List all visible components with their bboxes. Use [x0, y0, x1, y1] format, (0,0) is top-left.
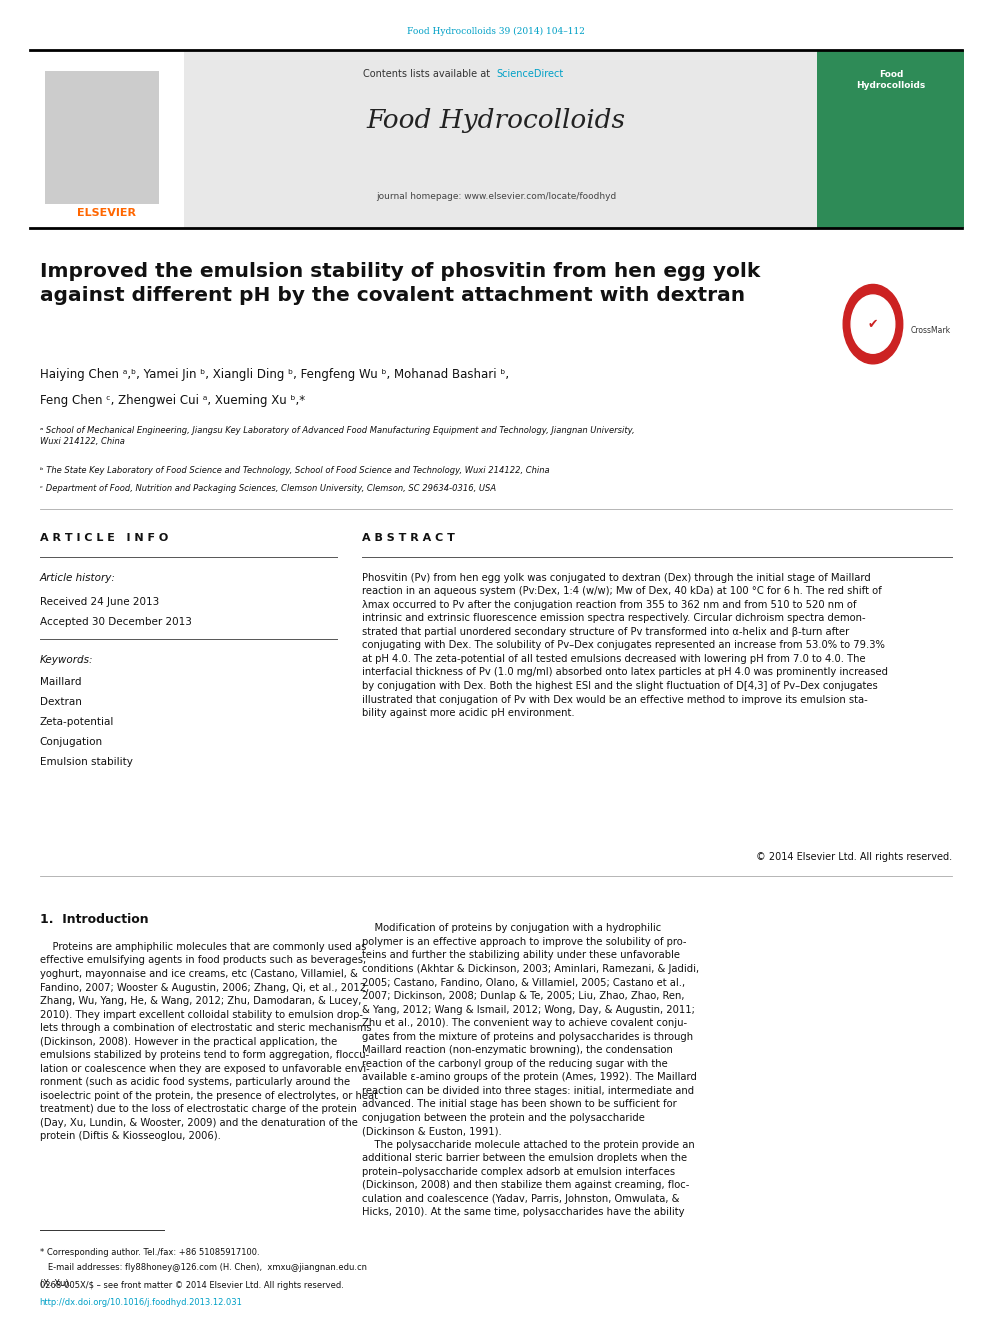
Bar — [30, 50, 184, 228]
Text: 0268-005X/$ – see front matter © 2014 Elsevier Ltd. All rights reserved.: 0268-005X/$ – see front matter © 2014 El… — [40, 1281, 343, 1290]
Text: Zeta-potential: Zeta-potential — [40, 717, 114, 728]
Text: CrossMark: CrossMark — [911, 327, 950, 335]
Text: Emulsion stability: Emulsion stability — [40, 757, 133, 767]
Text: Maillard: Maillard — [40, 677, 81, 688]
Text: Food Hydrocolloids 39 (2014) 104–112: Food Hydrocolloids 39 (2014) 104–112 — [407, 26, 585, 36]
Text: E-mail addresses: fly88honey@126.com (H. Chen),  xmxu@jiangnan.edu.cn: E-mail addresses: fly88honey@126.com (H.… — [40, 1263, 367, 1273]
Text: journal homepage: www.elsevier.com/locate/foodhyd: journal homepage: www.elsevier.com/locat… — [376, 192, 616, 201]
Text: ✔: ✔ — [868, 318, 878, 331]
Text: * Corresponding author. Tel./fax: +86 51085917100.: * Corresponding author. Tel./fax: +86 51… — [40, 1248, 259, 1257]
Text: Proteins are amphiphilic molecules that are commonly used as
effective emulsifyi: Proteins are amphiphilic molecules that … — [40, 942, 378, 1142]
Circle shape — [843, 284, 903, 364]
Text: Food Hydrocolloids: Food Hydrocolloids — [366, 108, 626, 134]
Text: http://dx.doi.org/10.1016/j.foodhyd.2013.12.031: http://dx.doi.org/10.1016/j.foodhyd.2013… — [40, 1298, 243, 1307]
Text: Food
Hydrocolloids: Food Hydrocolloids — [856, 70, 926, 90]
Bar — [45, 71, 159, 204]
Text: Improved the emulsion stability of phosvitin from hen egg yolk
against different: Improved the emulsion stability of phosv… — [40, 262, 760, 306]
Text: A B S T R A C T: A B S T R A C T — [362, 533, 455, 544]
Text: © 2014 Elsevier Ltd. All rights reserved.: © 2014 Elsevier Ltd. All rights reserved… — [756, 852, 952, 863]
Text: ᶜ Department of Food, Nutrition and Packaging Sciences, Clemson University, Clem: ᶜ Department of Food, Nutrition and Pack… — [40, 484, 496, 493]
Text: Article history:: Article history: — [40, 573, 115, 583]
Text: Keywords:: Keywords: — [40, 655, 93, 665]
Text: Haiying Chen ᵃ,ᵇ, Yamei Jin ᵇ, Xiangli Ding ᵇ, Fengfeng Wu ᵇ, Mohanad Bashari ᵇ,: Haiying Chen ᵃ,ᵇ, Yamei Jin ᵇ, Xiangli D… — [40, 368, 509, 381]
Text: Phosvitin (Pv) from hen egg yolk was conjugated to dextran (Dex) through the ini: Phosvitin (Pv) from hen egg yolk was con… — [362, 573, 888, 718]
Text: Contents lists available at: Contents lists available at — [363, 69, 493, 79]
Text: ᵃ School of Mechanical Engineering, Jiangsu Key Laboratory of Advanced Food Manu: ᵃ School of Mechanical Engineering, Jian… — [40, 426, 634, 446]
Text: Received 24 June 2013: Received 24 June 2013 — [40, 597, 159, 607]
Text: Feng Chen ᶜ, Zhengwei Cui ᵃ, Xueming Xu ᵇ,*: Feng Chen ᶜ, Zhengwei Cui ᵃ, Xueming Xu … — [40, 394, 305, 407]
Text: Dextran: Dextran — [40, 697, 81, 708]
Text: ᵇ The State Key Laboratory of Food Science and Technology, School of Food Scienc: ᵇ The State Key Laboratory of Food Scien… — [40, 466, 550, 475]
Bar — [817, 50, 964, 228]
Text: ELSEVIER: ELSEVIER — [76, 208, 136, 218]
Text: A R T I C L E   I N F O: A R T I C L E I N F O — [40, 533, 168, 544]
Circle shape — [851, 295, 895, 353]
Text: ScienceDirect: ScienceDirect — [496, 69, 563, 79]
Bar — [30, 50, 962, 228]
Text: Conjugation: Conjugation — [40, 737, 103, 747]
Text: (X. Xu).: (X. Xu). — [40, 1279, 71, 1289]
Text: 1.  Introduction: 1. Introduction — [40, 913, 149, 926]
Text: Accepted 30 December 2013: Accepted 30 December 2013 — [40, 617, 191, 627]
Text: Modification of proteins by conjugation with a hydrophilic
polymer is an effecti: Modification of proteins by conjugation … — [362, 923, 699, 1217]
